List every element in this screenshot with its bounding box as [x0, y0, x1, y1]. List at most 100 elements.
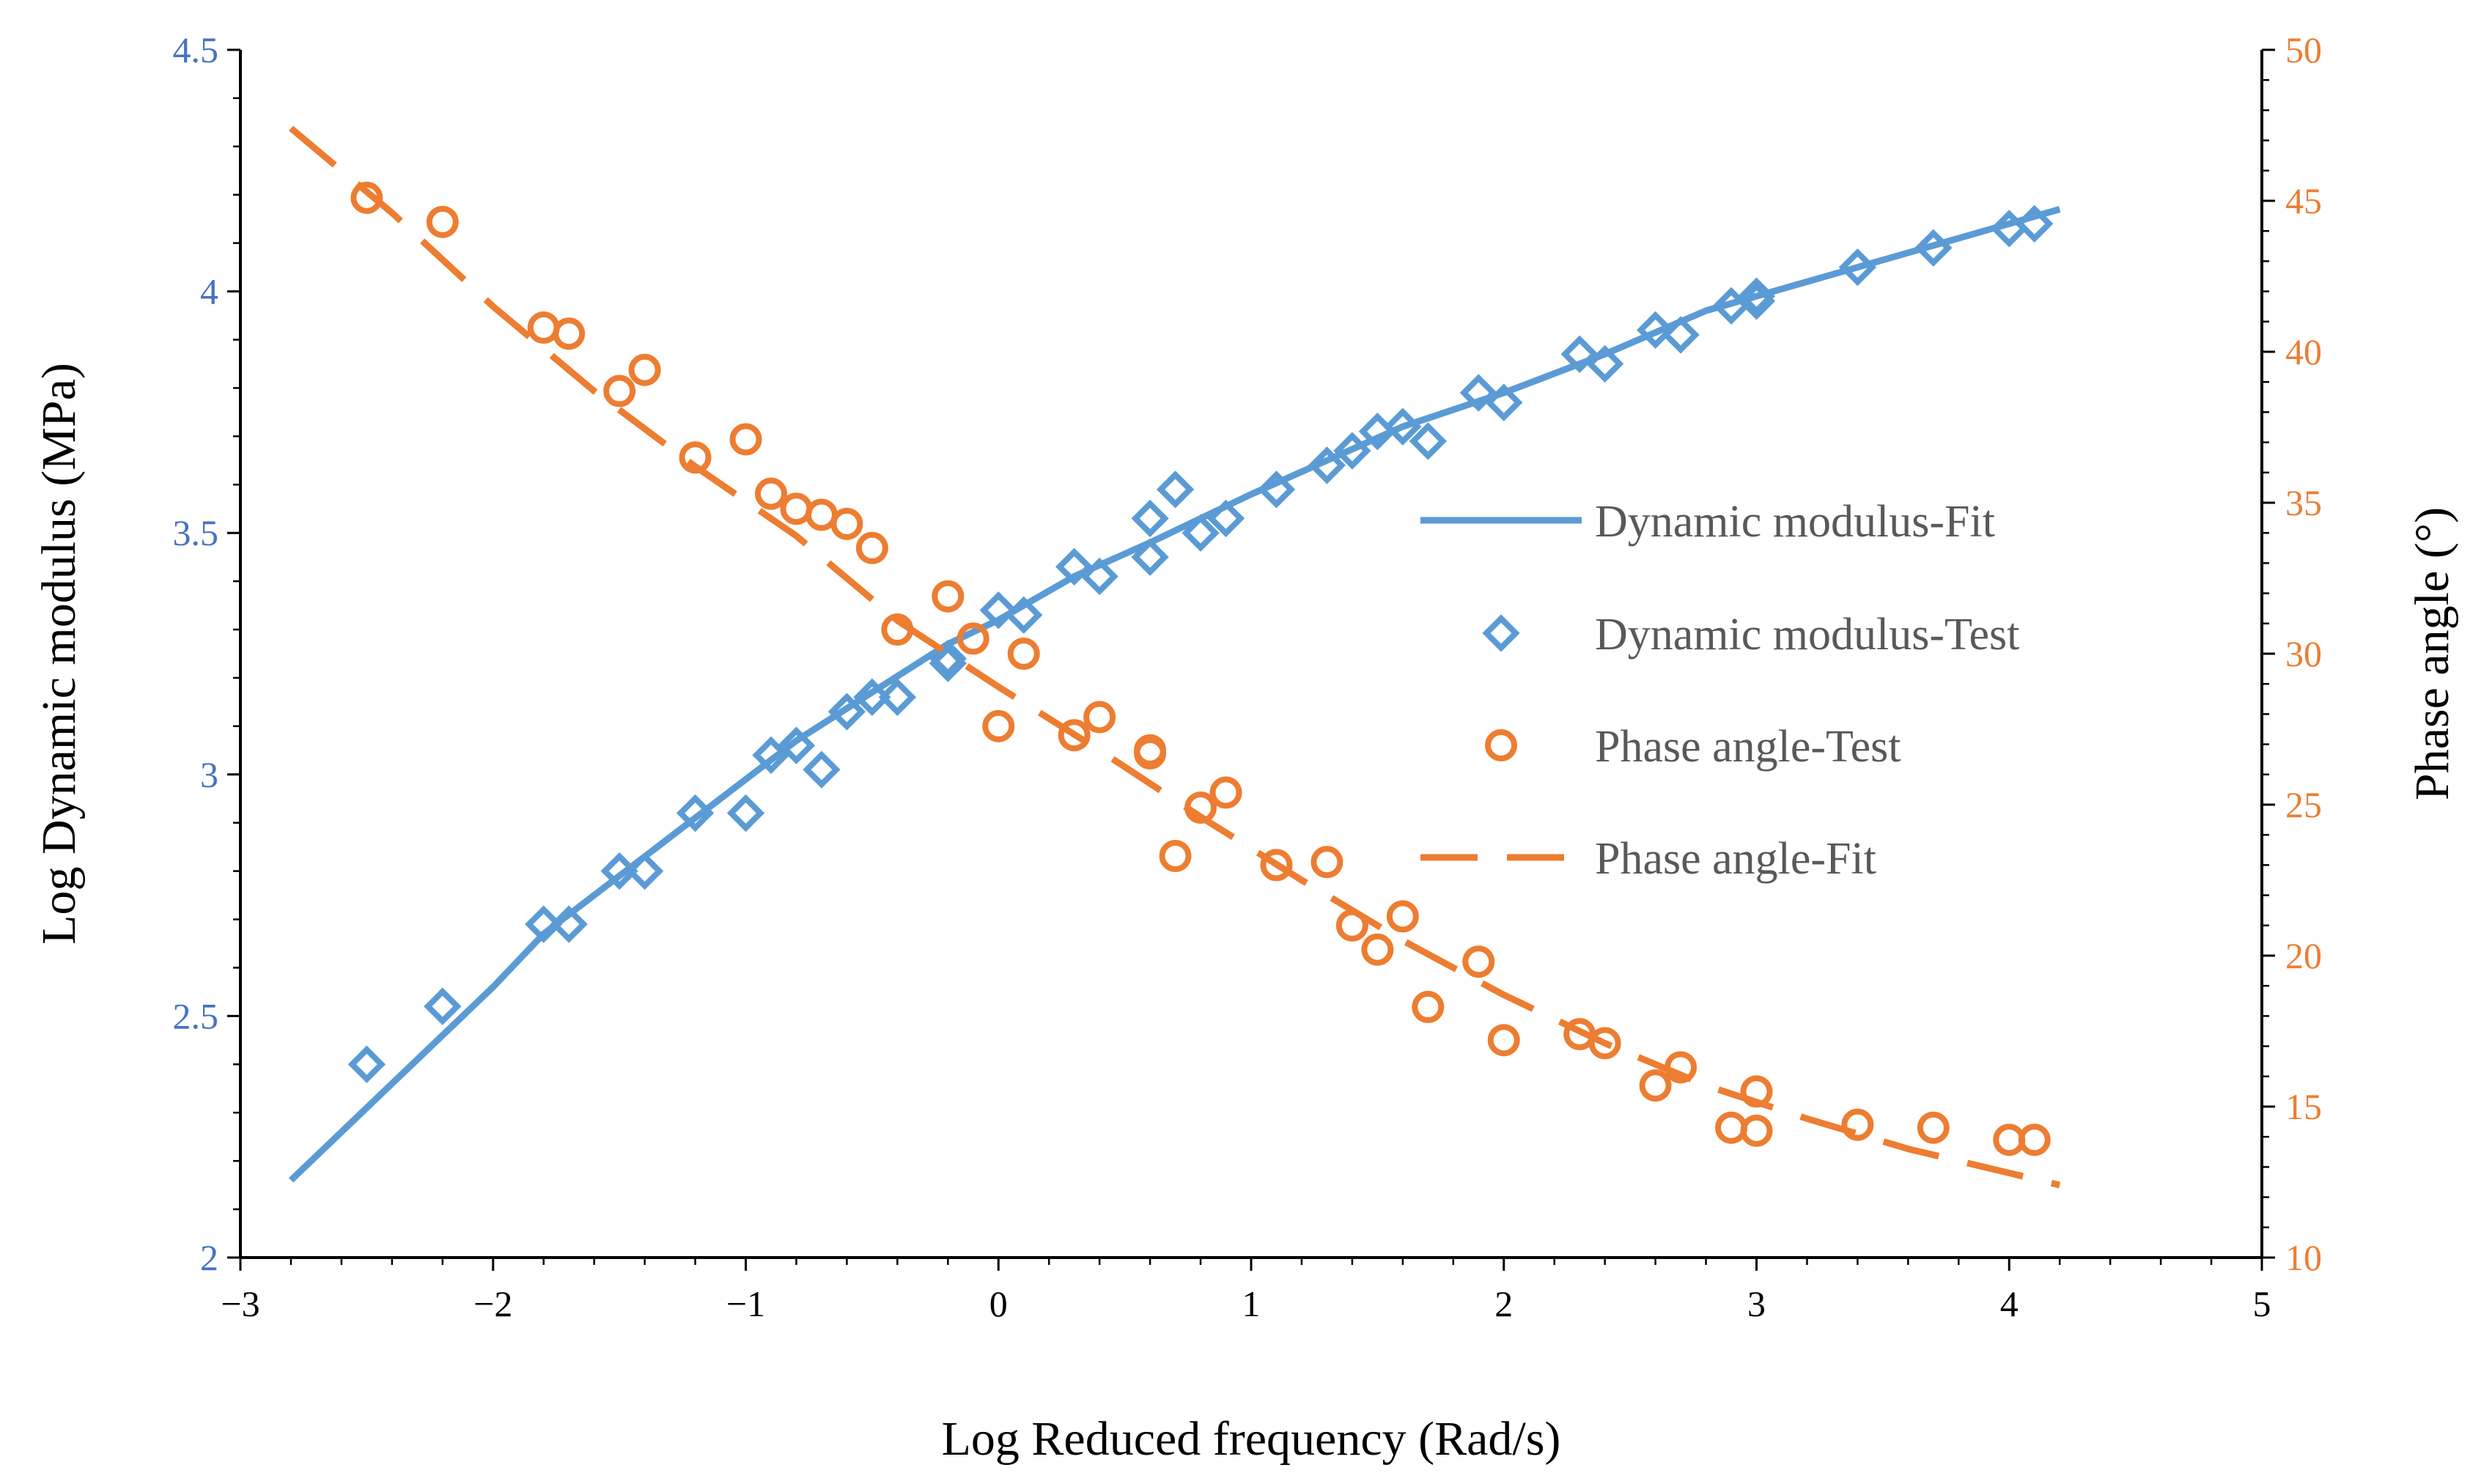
- modulus-test-point: [1131, 538, 1169, 576]
- modulus-test-point: [1838, 248, 1877, 287]
- phase-test-point: [1917, 1111, 1950, 1144]
- modulus-test-point: [1182, 514, 1220, 552]
- modulus-test-point: [1485, 383, 1523, 421]
- x-tick-label: −3: [221, 1283, 259, 1324]
- modulus-test-point: [853, 678, 891, 716]
- phase-test-point: [1639, 1069, 1672, 1102]
- modulus-test-point: [777, 726, 816, 764]
- legend: Dynamic modulus-Fit Dynamic modulus-Test P…: [1420, 497, 2019, 884]
- phase-test-point: [956, 622, 989, 655]
- modulus-test-point: [1737, 277, 1776, 315]
- legend-dynamic-modulus-test-label: Dynamic modulus-Test: [1595, 610, 2019, 660]
- modulus-test-point: [1914, 229, 1953, 267]
- y-right-tick-label: 15: [2285, 1086, 2322, 1127]
- y-right-tick-label: 50: [2285, 29, 2322, 70]
- modulus-test-point: [1585, 344, 1624, 383]
- x-tick-label: 1: [1242, 1283, 1261, 1324]
- phase-test-point: [1386, 900, 1419, 933]
- modulus-test-point: [525, 905, 563, 943]
- modulus-test-point: [929, 639, 967, 678]
- modulus-test-point: [1662, 316, 1700, 354]
- modulus-test-point: [1206, 499, 1245, 538]
- y-right-axis-title: Phase angle (°): [2406, 507, 2459, 800]
- y-left-tick-label: 4.5: [173, 29, 219, 70]
- phase-test-point: [1462, 945, 1495, 978]
- x-tick-label: 0: [989, 1283, 1008, 1324]
- phase-test-point: [1412, 991, 1445, 1024]
- phase-test-point: [1361, 933, 1394, 966]
- x-tick-label: −1: [726, 1283, 765, 1324]
- modulus-test-point: [676, 794, 715, 833]
- phase-test-point: [932, 580, 965, 613]
- phase-test-point: [1715, 1111, 1748, 1144]
- modulus-test-point: [1080, 557, 1118, 596]
- phase-test-point: [1841, 1108, 1874, 1141]
- phase-test-point: [1058, 719, 1091, 752]
- legend-phase-angle-fit-label: Phase angle-Fit: [1595, 834, 1876, 884]
- x-tick-label: 5: [2253, 1283, 2271, 1324]
- y-right-tick-label: 20: [2285, 935, 2322, 976]
- phase-test-point: [1007, 638, 1040, 670]
- phase-angle-fit-line: [289, 125, 2061, 1189]
- modulus-test-point: [726, 794, 765, 833]
- phase-test-point: [1310, 846, 1343, 879]
- phase-test-point: [426, 205, 459, 238]
- phase-test-point: [628, 353, 661, 386]
- modulus-test-point: [424, 987, 462, 1025]
- modulus-test-point: [625, 852, 664, 890]
- y-right-tick-label: 10: [2285, 1237, 2322, 1278]
- y-left-tick-label: 4: [200, 271, 218, 312]
- phase-test-point: [1083, 701, 1116, 734]
- modulus-test-point: [347, 1045, 386, 1083]
- y-right-tick-label: 35: [2285, 482, 2322, 523]
- phase-test-point: [1487, 1024, 1520, 1057]
- axes: −3 −2 −1 0 1 2 3 4 522.533.544.51015202530354045…: [173, 29, 2323, 1324]
- y-left-tick-label: 3.5: [173, 512, 219, 553]
- modulus-test-point: [979, 591, 1017, 630]
- phase-test-point: [1159, 840, 1192, 873]
- modulus-test-point: [1308, 446, 1346, 484]
- modulus-test-point: [752, 736, 790, 775]
- y-left-tick-label: 3: [200, 754, 218, 795]
- modulus-test-point: [1005, 596, 1043, 634]
- phase-test-point: [679, 441, 712, 474]
- modulus-test-point: [1055, 547, 1094, 586]
- modulus-test-point: [1636, 311, 1675, 349]
- phase-test-point: [2018, 1123, 2051, 1156]
- dynamic-modulus-fit-line: [288, 206, 2061, 1183]
- legend-phase-angle-test-swatch: [1485, 729, 1517, 761]
- modulus-test-point: [2016, 204, 2054, 243]
- modulus-test-point: [1384, 407, 1422, 446]
- y-right-tick-label: 45: [2285, 180, 2322, 221]
- phase-test-point: [1588, 1027, 1621, 1060]
- y-right-tick-label: 30: [2285, 633, 2322, 674]
- phase-test-point: [729, 423, 762, 456]
- phase-test-point: [780, 492, 813, 525]
- phase-test-point: [1134, 737, 1167, 769]
- y-right-tick-label: 25: [2285, 784, 2322, 825]
- legend-dynamic-modulus-test-swatch: [1482, 614, 1520, 652]
- phase-test-point: [830, 507, 863, 540]
- x-tick-label: 3: [1747, 1283, 1766, 1324]
- x-tick-label: 2: [1494, 1283, 1513, 1324]
- phase-test-point: [1260, 849, 1293, 882]
- modulus-test-point: [1257, 470, 1296, 509]
- modulus-test-point: [1737, 282, 1776, 320]
- phase-test-point: [603, 374, 636, 407]
- x-axis-title: Log Reduced frequency (Rad/s): [942, 1412, 1561, 1466]
- phase-test-point: [754, 477, 787, 510]
- y-left-tick-label: 2.5: [173, 995, 219, 1036]
- modulus-test-point: [1156, 470, 1195, 509]
- phase-test-point: [1740, 1114, 1773, 1147]
- legend-dynamic-modulus-fit-label: Dynamic modulus-Fit: [1595, 497, 1995, 547]
- modulus-test-point: [1409, 422, 1447, 460]
- phase-test-point: [527, 311, 560, 344]
- phase-test-point: [350, 181, 383, 214]
- phase-test-point: [553, 317, 586, 350]
- y-right-tick-label: 40: [2285, 331, 2322, 372]
- modulus-test-point: [1131, 499, 1169, 538]
- phase-test-point: [855, 531, 888, 564]
- modulus-test-point: [1333, 432, 1371, 470]
- y-left-tick-label: 2: [200, 1237, 218, 1278]
